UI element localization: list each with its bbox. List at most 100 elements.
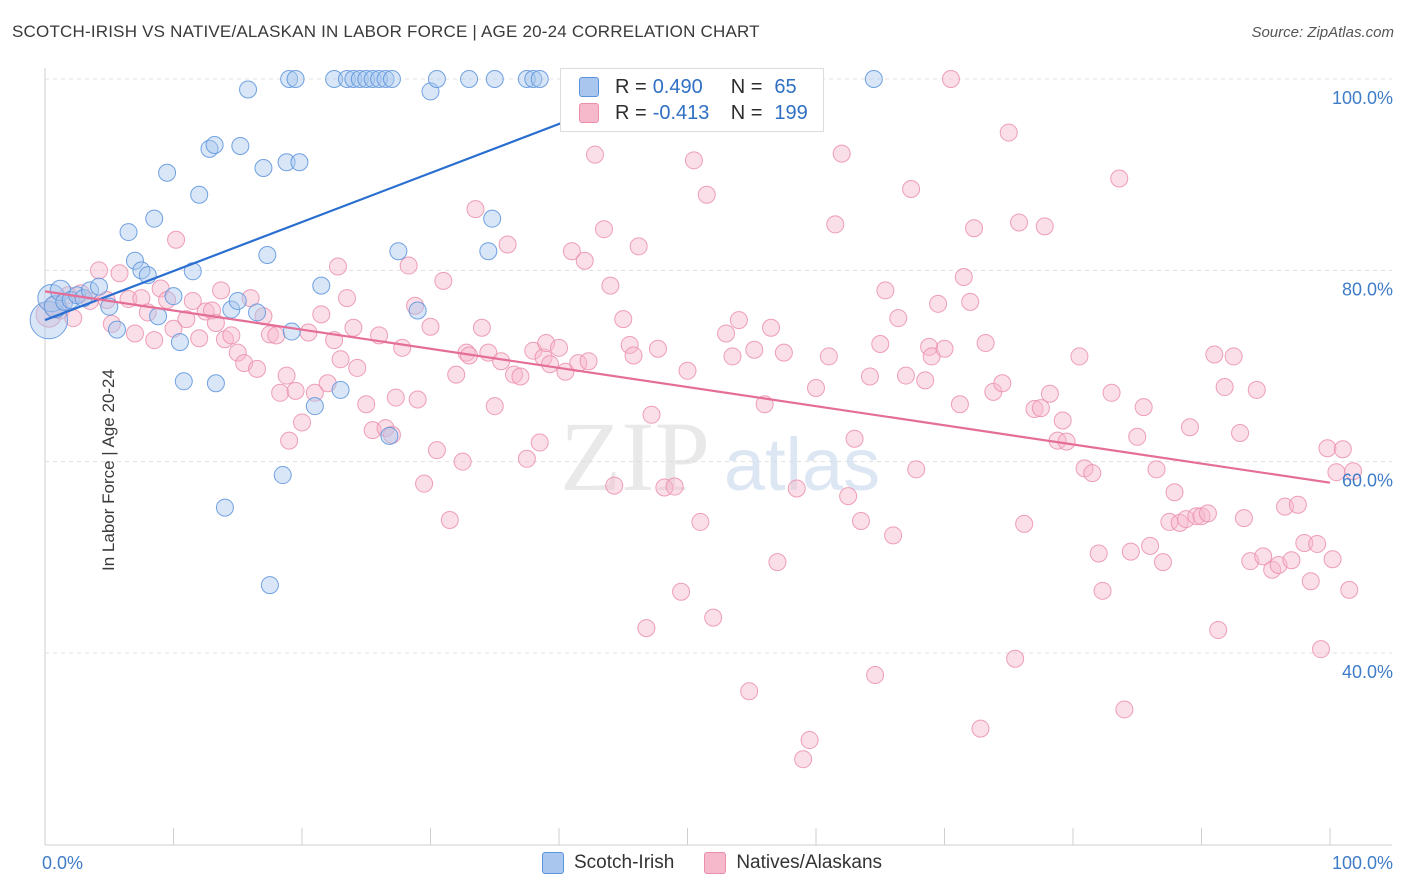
data-point	[110, 264, 129, 283]
data-point	[239, 80, 258, 99]
legend-row-scotch-irish: R = 0.490 N = 65	[579, 75, 797, 99]
legend-n-label: N =	[730, 75, 763, 98]
legend-n-value: 199	[774, 101, 808, 124]
legend-item-natives-alaskans[interactable]: Natives/Alaskans	[704, 852, 882, 874]
data-point	[280, 431, 299, 450]
y-tick-label: 100.0%	[1332, 88, 1393, 108]
data-point	[271, 383, 290, 402]
data-point	[851, 511, 870, 530]
data-point	[415, 474, 434, 493]
data-point	[845, 429, 864, 448]
data-point	[408, 301, 427, 320]
data-point	[1198, 504, 1217, 523]
watermark: ZIP atlas	[560, 401, 880, 512]
data-point	[258, 246, 277, 265]
data-point	[380, 426, 399, 445]
trend-lines	[44, 83, 1331, 484]
data-point	[293, 413, 311, 432]
data-point	[376, 70, 395, 88]
data-point	[1224, 347, 1243, 366]
data-point	[337, 70, 356, 88]
legend-row-natives-alaskans: R = -0.413 N = 199	[579, 101, 808, 125]
data-point	[1295, 533, 1314, 552]
data-point	[1025, 400, 1044, 419]
data-point	[125, 251, 144, 270]
data-point	[228, 343, 247, 362]
data-point	[896, 366, 915, 385]
legend-label-natives-alaskans: Natives/Alaskans	[736, 852, 883, 873]
data-point	[740, 682, 759, 701]
data-point	[605, 476, 624, 495]
data-point	[1128, 427, 1147, 446]
data-point	[579, 352, 598, 371]
data-point	[460, 70, 479, 88]
data-point	[916, 371, 935, 390]
y-tick-label: 40.0%	[1342, 662, 1393, 682]
data-point	[267, 326, 286, 345]
data-point	[286, 70, 305, 88]
data-point	[479, 242, 498, 261]
data-point	[1231, 423, 1250, 442]
data-point	[248, 303, 267, 322]
data-point	[819, 347, 838, 366]
data-point	[665, 477, 684, 496]
data-point	[1340, 580, 1359, 599]
data-point	[624, 346, 643, 365]
data-point	[206, 313, 225, 332]
data-point	[530, 433, 549, 452]
data-point	[1147, 460, 1166, 479]
data-point	[228, 291, 247, 310]
data-point	[125, 324, 144, 343]
x-tick-label-min: 0.0%	[42, 853, 83, 873]
data-point	[935, 339, 954, 358]
data-point	[406, 296, 425, 315]
data-point	[386, 388, 405, 407]
data-point	[158, 163, 177, 182]
data-point	[363, 70, 382, 88]
data-point	[1102, 383, 1121, 402]
data-point	[498, 235, 517, 254]
legend-item-scotch-irish[interactable]: Scotch-Irish	[542, 852, 674, 874]
data-point	[1010, 213, 1029, 232]
data-point	[1121, 542, 1140, 561]
data-point	[976, 334, 995, 353]
data-point	[344, 318, 363, 337]
data-point	[1070, 347, 1089, 366]
data-point	[399, 256, 418, 275]
data-point	[889, 309, 908, 328]
data-point	[614, 310, 633, 329]
data-point	[282, 322, 301, 341]
data-point	[684, 151, 703, 170]
data-point	[290, 153, 309, 172]
legend-r-label: R =	[615, 75, 647, 98]
data-point	[305, 397, 324, 416]
tick-labels: 40.0% 60.0% 80.0% 100.0% 0.0% 100.0%	[42, 88, 1393, 873]
series-scotch-irish	[29, 70, 883, 595]
data-point	[762, 318, 781, 337]
watermark-zip: ZIP	[560, 401, 710, 512]
legend-r-value: -0.413	[652, 101, 710, 124]
data-point	[350, 70, 369, 88]
legend-r-label: R =	[615, 101, 647, 124]
data-point	[427, 441, 446, 460]
data-point	[466, 200, 485, 219]
data-point	[1247, 380, 1266, 399]
data-point	[511, 367, 530, 386]
data-point	[1308, 534, 1327, 553]
data-point	[505, 365, 524, 384]
data-point	[655, 478, 674, 497]
data-point	[164, 287, 183, 306]
data-point	[517, 70, 536, 88]
data-point	[907, 460, 926, 479]
data-point	[965, 219, 984, 238]
data-point	[1318, 439, 1337, 458]
data-point	[575, 251, 594, 270]
data-point	[440, 511, 459, 530]
data-point	[348, 358, 367, 377]
data-point	[29, 300, 69, 340]
data-point	[328, 257, 347, 276]
chart-title: SCOTCH-IRISH VS NATIVE/ALASKAN IN LABOR …	[12, 22, 760, 41]
data-point	[826, 215, 845, 234]
data-point	[357, 70, 376, 88]
data-point	[637, 619, 656, 638]
